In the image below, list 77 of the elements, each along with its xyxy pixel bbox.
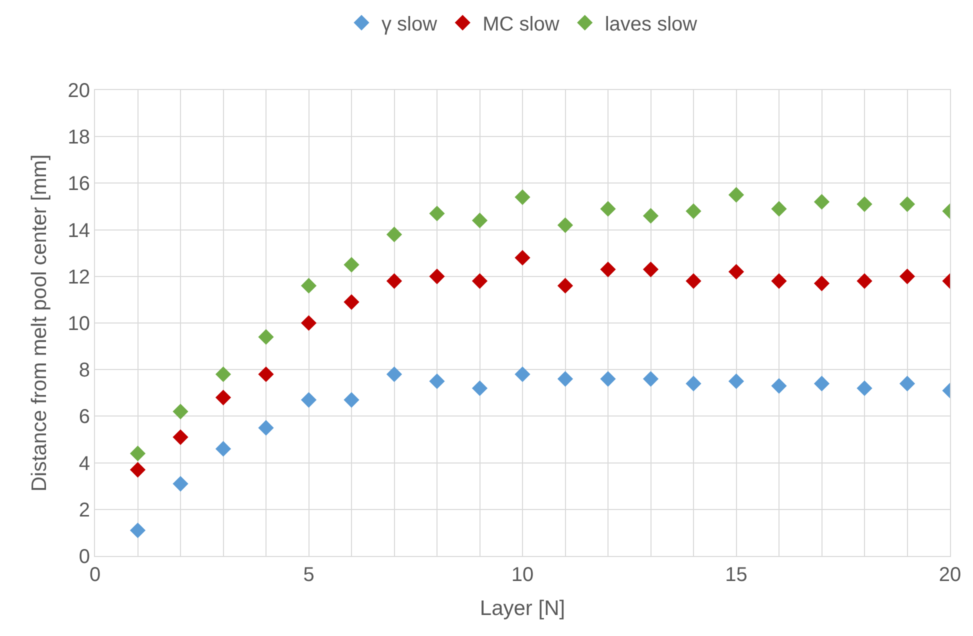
legend-label: laves slow (604, 13, 698, 36)
y-tick-label: 20 (68, 80, 90, 102)
y-tick-label: 14 (68, 220, 90, 242)
legend-label: MC slow (482, 13, 560, 36)
point (344, 294, 360, 310)
point (172, 404, 188, 420)
point (215, 390, 232, 406)
point (429, 268, 445, 284)
y-tick-label: 8 (78, 360, 90, 382)
x-axis-title: Layer [N] (480, 597, 566, 620)
point (514, 250, 530, 266)
point (344, 256, 360, 273)
point (258, 420, 274, 436)
point (300, 278, 317, 294)
y-tick-label: 4 (78, 452, 90, 475)
y-tick-label: 2 (78, 499, 90, 522)
point (429, 206, 445, 222)
y-tick-label: 10 (68, 313, 90, 335)
y-tick-label: 6 (78, 406, 90, 428)
point (814, 376, 830, 392)
point (472, 380, 488, 396)
point (814, 276, 830, 292)
x-tick-label: 20 (938, 564, 962, 586)
point (472, 212, 488, 228)
point (771, 273, 787, 289)
point (130, 522, 146, 538)
point (600, 371, 616, 387)
point (728, 373, 744, 390)
point (814, 194, 830, 210)
point (429, 373, 445, 390)
point (642, 371, 659, 387)
point (557, 217, 574, 233)
point (600, 262, 616, 278)
x-tick-label: 15 (725, 564, 748, 586)
x-tick-label: 5 (303, 564, 314, 586)
point (514, 189, 530, 205)
y-tick-label: 0 (78, 546, 90, 568)
x-tick-label: 10 (511, 564, 534, 586)
point (856, 380, 872, 396)
point (856, 273, 872, 289)
point (258, 366, 274, 382)
point (386, 366, 402, 382)
point (130, 462, 146, 478)
point (899, 196, 916, 212)
point (899, 268, 916, 284)
point (258, 329, 274, 345)
point (557, 371, 574, 387)
point (472, 273, 488, 289)
point (215, 366, 232, 382)
legend-label: γ slow (382, 13, 438, 36)
point (300, 392, 317, 408)
point (172, 476, 188, 492)
point (130, 446, 146, 462)
y-axis-title: Distance from melt pool center [mm] (28, 154, 51, 492)
point (642, 262, 659, 278)
point (215, 441, 232, 457)
point (771, 201, 787, 217)
point (771, 378, 787, 394)
point (856, 196, 872, 212)
point (686, 203, 702, 219)
point (514, 366, 530, 382)
point (899, 376, 916, 392)
point (728, 264, 744, 280)
point (686, 376, 702, 392)
point (172, 429, 188, 445)
point (686, 273, 702, 289)
point (728, 187, 744, 203)
point (300, 315, 317, 331)
point (344, 392, 360, 408)
point (557, 278, 574, 294)
y-tick-label: 18 (68, 126, 90, 149)
point (600, 201, 616, 217)
y-tick-label: 12 (68, 266, 90, 288)
y-tick-label: 16 (68, 173, 90, 196)
point (386, 273, 402, 289)
point (642, 208, 659, 224)
point (386, 226, 402, 242)
